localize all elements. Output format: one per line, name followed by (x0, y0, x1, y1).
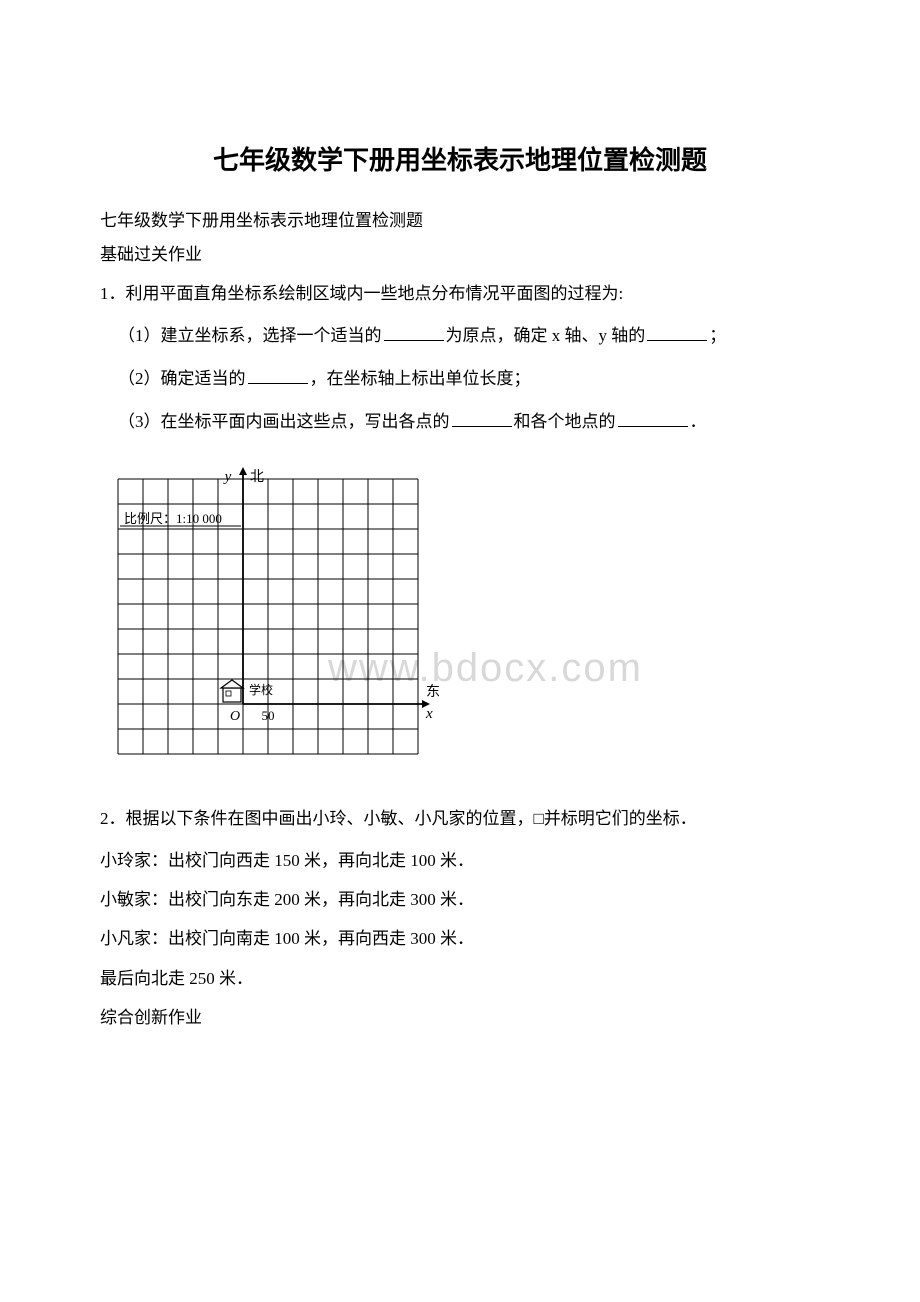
svg-text:北: 北 (250, 469, 264, 485)
q1-sub2-end: ，在坐标轴上标出单位长度； (310, 369, 531, 388)
q1-sub2: （2）确定适当的 ，在坐标轴上标出单位长度； (100, 359, 820, 400)
svg-text:y: y (223, 469, 232, 485)
grid-svg: y 北东x O 50 比例尺：1:10 000 学校 (108, 461, 448, 781)
q1-sub1-mid1: 为原点，确定 x 轴、y 轴的 (446, 326, 646, 345)
q1-stem: 1．利用平面直角坐标系绘制区域内一些地点分布情况平面图的过程为: (100, 274, 820, 315)
blank-4 (452, 410, 512, 427)
q1-sub2-pre: （2）确定适当的 (118, 369, 246, 388)
coordinate-chart: www.bdocx.com y北东xO50比例尺：1:10 000学校 (108, 461, 438, 781)
section2-label: 综合创新作业 (100, 999, 820, 1036)
q1-sub3-end: ． (690, 412, 707, 431)
q1-sub1: （1）建立坐标系，选择一个适当的 为原点，确定 x 轴、y 轴的 ； (100, 316, 820, 357)
svg-text:O: O (230, 709, 240, 724)
svg-text:50: 50 (262, 708, 275, 723)
blank-1 (384, 324, 444, 341)
blank-3 (248, 367, 308, 384)
svg-text:x: x (425, 706, 433, 722)
svg-text:学校: 学校 (249, 682, 273, 697)
main-title: 七年级数学下册用坐标表示地理位置检测题 (100, 140, 820, 177)
q2-line2: 小敏家：出校门向东走 200 米，再向北走 300 米． (100, 881, 820, 918)
q1-sub1-end: ； (709, 326, 726, 345)
q1-sub3: （3）在坐标平面内画出这些点，写出各点的 和各个地点的 ． (100, 402, 820, 443)
subtitle-text: 七年级数学下册用坐标表示地理位置检测题 (100, 205, 820, 237)
q2-stem: 2．根据以下条件在图中画出小玲、小敏、小凡家的位置，□并标明它们的坐标． (100, 799, 820, 840)
q2-line3: 小凡家：出校门向南走 100 米，再向西走 300 米． (100, 920, 820, 957)
section1-label: 基础过关作业 (100, 239, 820, 271)
q2-line1: 小玲家：出校门向西走 150 米，再向北走 100 米． (100, 842, 820, 879)
q1-sub3-mid: 和各个地点的 (514, 412, 616, 431)
svg-text:比例尺：1:10 000: 比例尺：1:10 000 (124, 511, 222, 526)
blank-2 (647, 324, 707, 341)
q2-line4: 最后向北走 250 米． (100, 960, 820, 997)
blank-5 (618, 410, 688, 427)
q1-sub1-pre: （1）建立坐标系，选择一个适当的 (118, 326, 382, 345)
svg-text:东: 东 (426, 684, 440, 700)
q1-sub3-pre: （3）在坐标平面内画出这些点，写出各点的 (118, 412, 450, 431)
